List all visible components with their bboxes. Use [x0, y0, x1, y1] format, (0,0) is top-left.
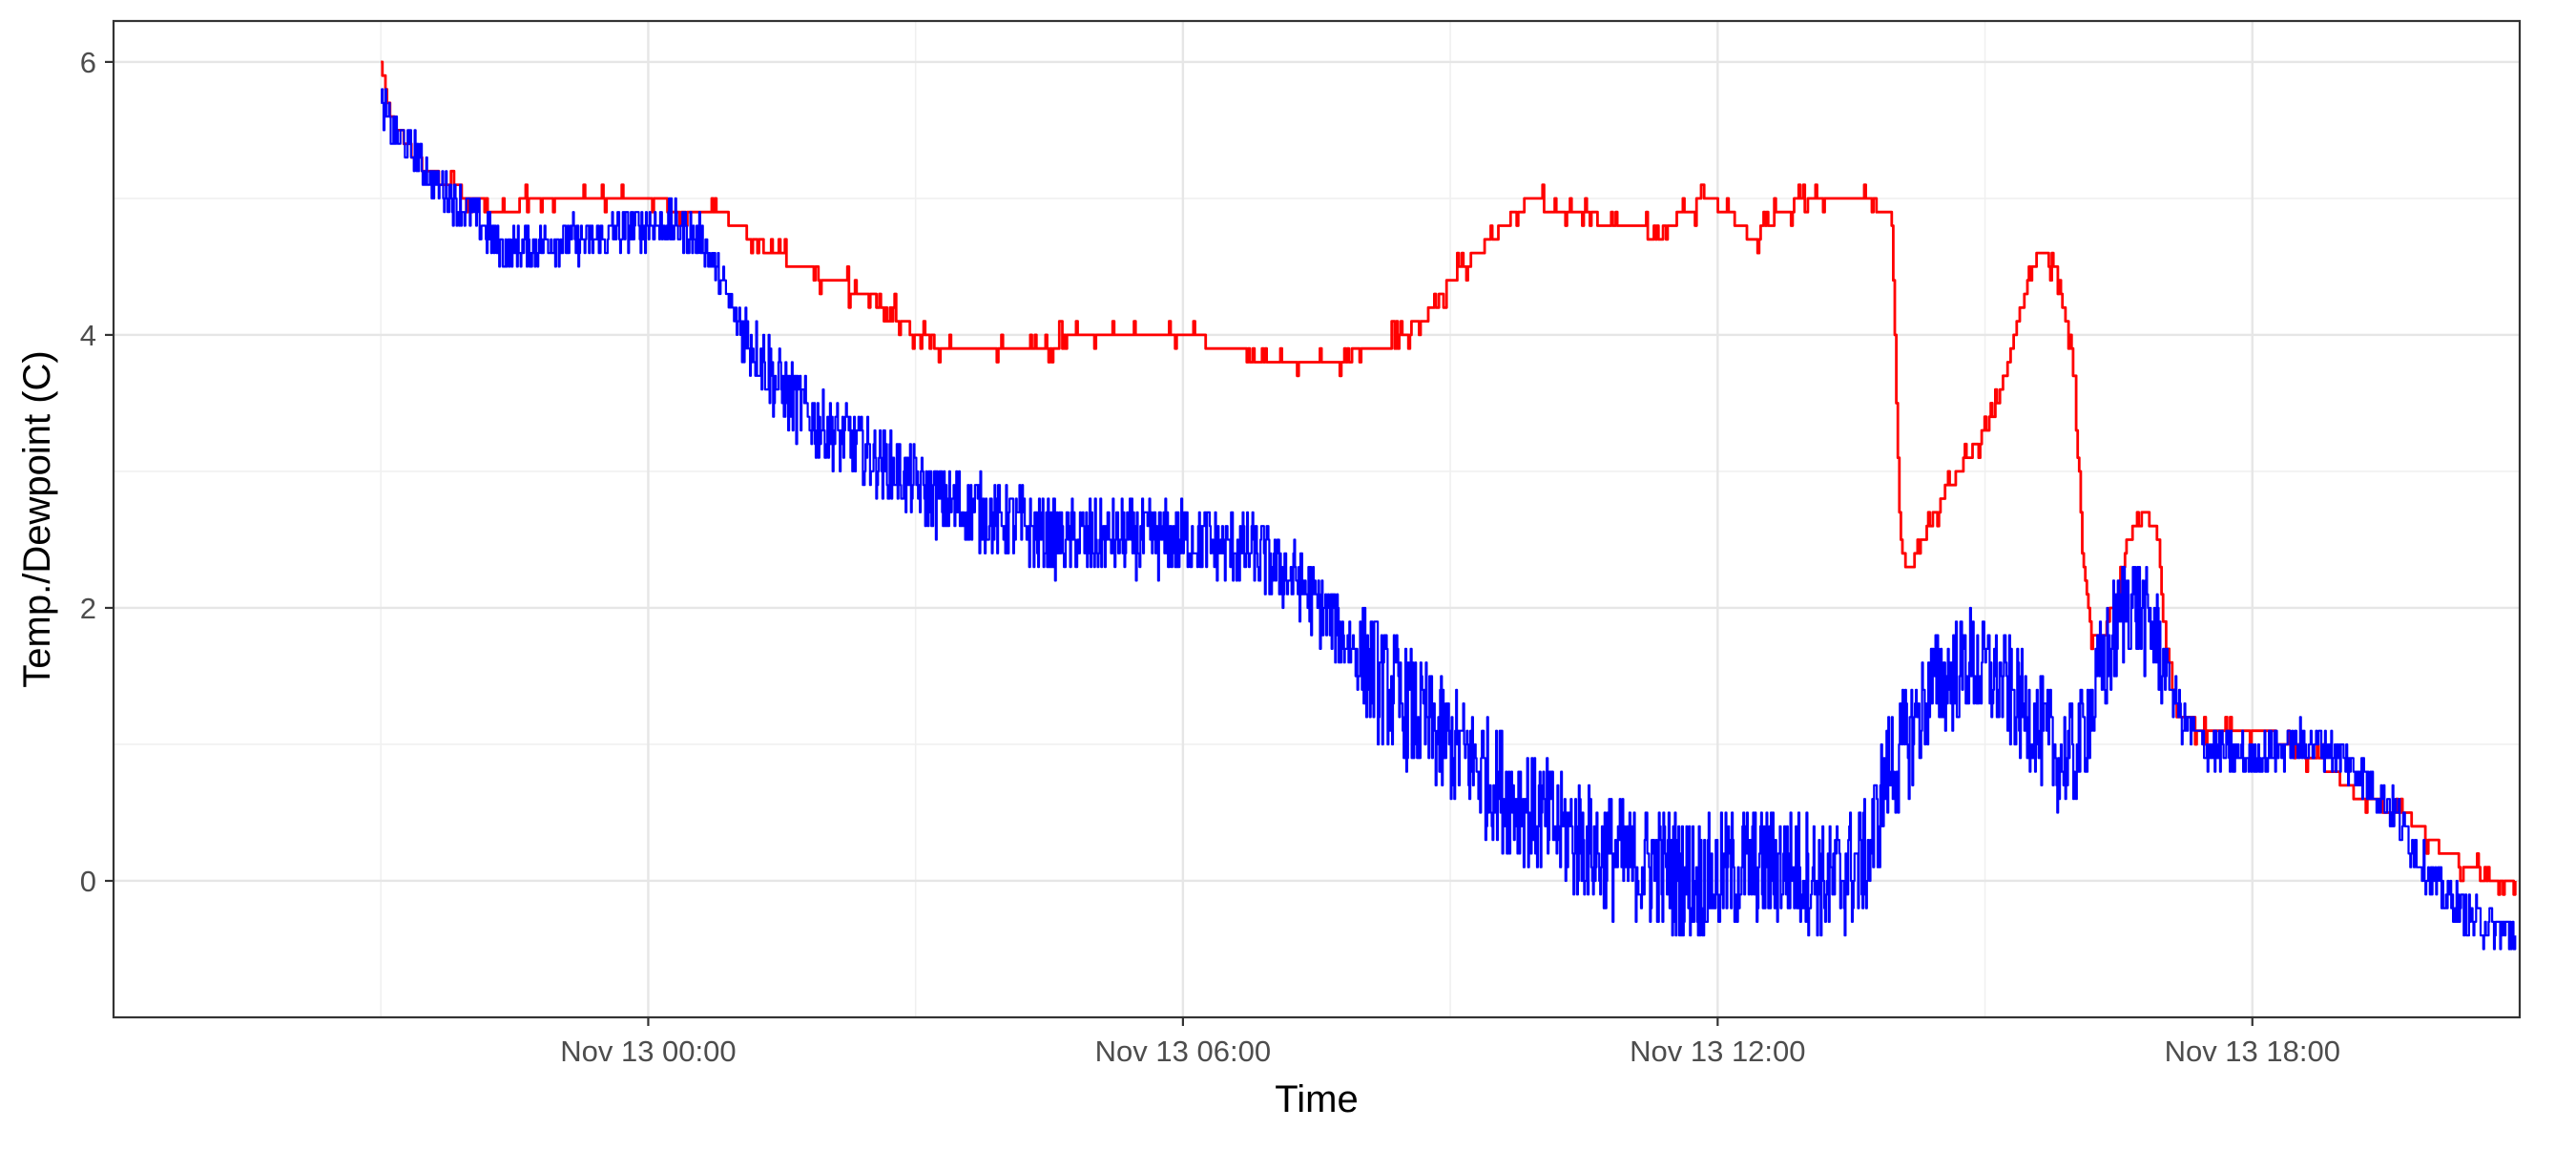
x-axis-title: Time — [1275, 1078, 1358, 1120]
axis-ticks — [105, 60, 2254, 1026]
y-tick-label: 0 — [80, 865, 96, 898]
y-tick-label: 6 — [80, 46, 96, 79]
y-tick-label: 2 — [80, 592, 96, 625]
x-tick-label: Nov 13 06:00 — [1095, 1035, 1271, 1068]
axis-tick-labels: Nov 13 00:00 Nov 13 06:00 Nov 13 12:00 Nov … — [80, 46, 2340, 1068]
series-line-2 — [381, 88, 2517, 951]
x-tick-label: Nov 13 00:00 — [560, 1035, 736, 1068]
y-axis-title: Temp./Dewpoint (C) — [16, 350, 58, 687]
series-line-1 — [381, 60, 2517, 896]
series-lines — [381, 60, 2517, 951]
x-tick-label: Nov 13 18:00 — [2165, 1035, 2340, 1068]
y-tick-label: 4 — [80, 319, 96, 352]
x-tick-label: Nov 13 12:00 — [1630, 1035, 1805, 1068]
plot-panel-border — [112, 19, 2522, 1019]
